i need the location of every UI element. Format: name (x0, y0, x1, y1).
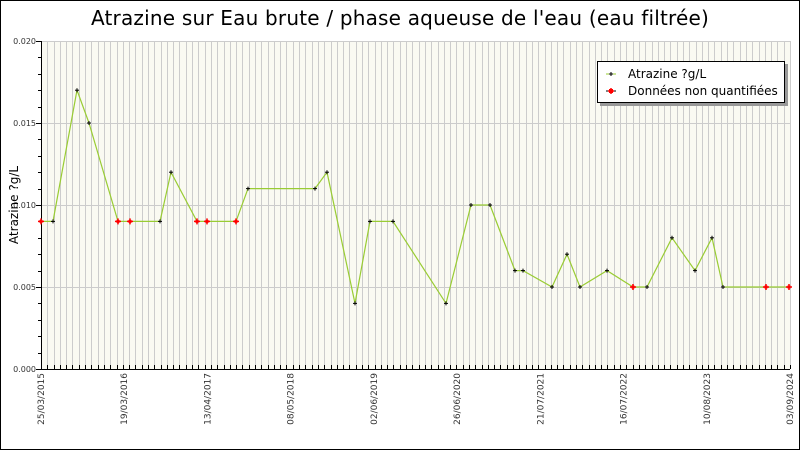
y-axis: 0.000 0.005 0.010 0.015 0.020 (13, 37, 42, 374)
x-tick-label: 19/03/2016 (120, 373, 130, 425)
x-tick-label: 26/06/2020 (453, 373, 463, 425)
y-tick-label: 0.005 (13, 283, 36, 292)
y-tick-label: 0.015 (13, 119, 36, 128)
x-tick-label: 02/06/2019 (370, 373, 380, 425)
x-tick-label: 16/07/2022 (620, 373, 630, 425)
y-tick-label: 0.020 (13, 37, 36, 46)
legend-marker-red-icon (598, 82, 626, 100)
legend-label: Atrazine ?g/L (628, 67, 707, 81)
y-tick-label: 0.010 (13, 201, 36, 210)
x-tick-label: 10/08/2023 (703, 373, 713, 425)
y-tick-label: 0.000 (13, 365, 36, 374)
x-tick-label: 25/03/2015 (37, 373, 47, 425)
legend-item-atrazine: Atrazine ?g/L (598, 65, 706, 83)
legend-item-non-quantified: Données non quantifiées (598, 82, 778, 100)
x-tick-label: 03/09/2024 (786, 373, 796, 425)
x-tick-label: 08/05/2018 (287, 373, 297, 425)
x-tick-label: 13/04/2017 (203, 373, 213, 425)
chart-title: Atrazine sur Eau brute / phase aqueuse d… (90, 6, 710, 30)
legend-marker-black-icon (598, 65, 626, 83)
chart-legend: Atrazine ?g/L Données non quantifiées (597, 61, 785, 103)
legend-label: Données non quantifiées (628, 84, 778, 98)
x-axis: 25/03/2015 19/03/2016 13/04/2017 08/05/2018… (37, 365, 796, 425)
x-tick-label: 21/07/2021 (536, 373, 546, 425)
series-line (41, 87, 789, 305)
y-axis-label: Atrazine ?g/L (7, 166, 21, 244)
data-markers (38, 88, 792, 306)
